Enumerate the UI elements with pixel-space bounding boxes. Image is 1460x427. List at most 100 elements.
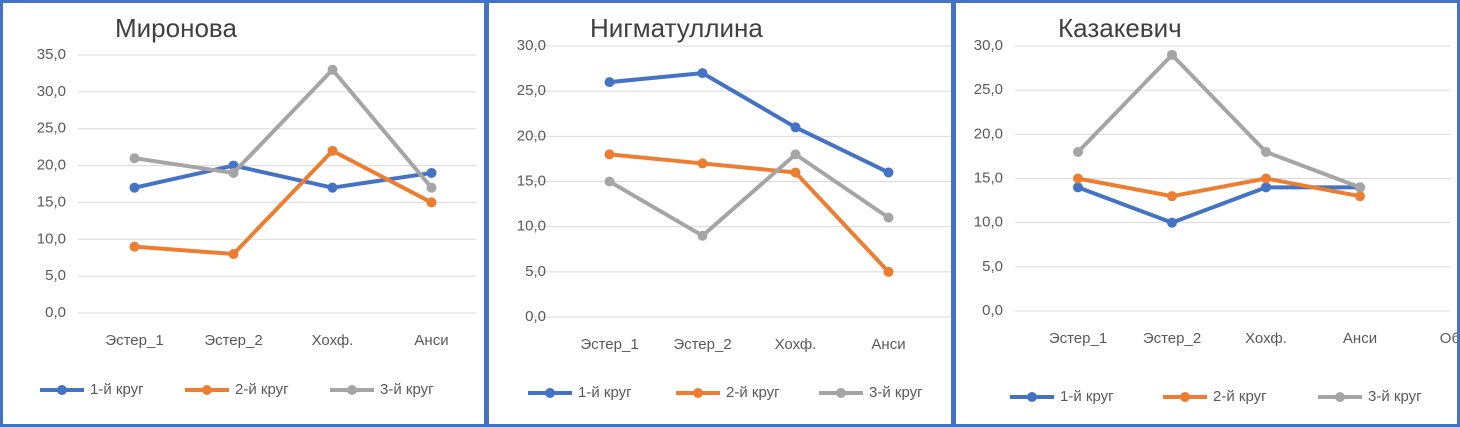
series-line	[609, 71, 890, 175]
point	[1073, 173, 1083, 184]
point	[129, 241, 140, 252]
y-tick-label: 15,0	[37, 193, 66, 210]
y-tick-label: 10,0	[517, 218, 546, 235]
series-line	[134, 163, 432, 190]
y-tick-label: 5,0	[525, 263, 546, 280]
y-tick-label: 30,0	[37, 83, 66, 100]
point	[129, 153, 140, 164]
point	[129, 182, 140, 193]
x-tick-label: Эстер_1	[1049, 330, 1107, 347]
panel-border	[486, 0, 954, 427]
y-tick-label: 30,0	[974, 37, 1003, 54]
legend-marker	[57, 385, 67, 395]
legend-marker	[347, 385, 357, 395]
point	[1261, 147, 1271, 157]
y-tick-label: 0,0	[982, 302, 1003, 319]
y-tick-label: 25,0	[974, 81, 1003, 98]
point	[883, 167, 894, 178]
point	[604, 149, 615, 160]
y-tick-label: 20,0	[974, 125, 1003, 142]
point	[1073, 147, 1083, 157]
point	[604, 77, 615, 88]
x-tick-label: Анси	[871, 336, 905, 353]
y-tick-label: 5,0	[45, 267, 66, 284]
series-line	[609, 152, 890, 274]
x-tick-label: Хохф.	[1245, 330, 1287, 347]
point	[327, 145, 338, 156]
y-tick-label: 35,0	[37, 46, 66, 63]
point	[790, 167, 801, 178]
legend-label: 1-й круг	[1060, 388, 1114, 405]
legend-marker	[836, 388, 846, 398]
point	[228, 249, 239, 260]
point	[1261, 173, 1271, 184]
point	[1355, 191, 1365, 202]
x-tick-label: Эстер_2	[204, 332, 262, 349]
y-tick-label: 20,0	[517, 127, 546, 144]
point	[1261, 182, 1271, 193]
point	[883, 212, 894, 223]
x-tick-label: Эстер_2	[673, 336, 731, 353]
point	[883, 266, 894, 277]
point	[1355, 182, 1365, 193]
y-tick-label: 30,0	[517, 37, 546, 54]
x-tick-label: Эстер_2	[1143, 330, 1201, 347]
legend-marker	[202, 385, 212, 395]
y-tick-label: 10,0	[974, 214, 1003, 231]
y-tick-label: 25,0	[517, 82, 546, 99]
chart-panel: Миронова 0,0 5,0 10,0 15,0 20,0 25,0 30,0 35,0 Эс…	[0, 0, 487, 427]
x-tick-label: Эстер_1	[580, 336, 638, 353]
legend-marker	[1027, 392, 1037, 402]
point	[697, 158, 708, 169]
legend-label: 3-й круг	[380, 381, 434, 398]
point	[1073, 182, 1083, 193]
legend-label: 2-й круг	[726, 384, 780, 401]
panel-border	[953, 0, 1460, 427]
legend-label: 3-й круг	[1368, 388, 1422, 405]
legend-label: 2-й круг	[1213, 388, 1267, 405]
x-tick-label: Хохф.	[775, 336, 817, 353]
legend-label: 1-й круг	[90, 381, 144, 398]
legend-marker	[545, 388, 555, 398]
point	[697, 68, 708, 79]
legend-label: 3-й круг	[869, 384, 923, 401]
point	[426, 182, 437, 193]
y-tick-label: 20,0	[37, 157, 66, 174]
chart-panel: Нигматуллина 0,0 5,0 10,0 15,0 20,0 25,0 30,0 Эс…	[486, 0, 954, 427]
chart-title: Казакевич	[1058, 13, 1182, 43]
x-tick-label: Анси	[1343, 330, 1377, 347]
series-line	[1077, 176, 1361, 199]
chart-title: Миронова	[115, 13, 237, 43]
series-line	[608, 152, 890, 238]
y-tick-label: 0,0	[45, 304, 66, 321]
point	[604, 176, 615, 187]
point	[1167, 191, 1177, 202]
legend-marker	[1180, 392, 1190, 402]
x-tick-label: Анси	[414, 332, 448, 349]
y-tick-label: 25,0	[37, 120, 66, 137]
y-tick-label: 15,0	[517, 172, 546, 189]
chart-panel: Казакевич 0,0 5,0 10,0 15,0 20,0 25,0 30,0 Эстер…	[953, 0, 1460, 427]
point	[228, 167, 239, 178]
x-tick-label: Эстер_1	[105, 332, 163, 349]
point	[327, 64, 338, 75]
legend-marker	[693, 388, 703, 398]
point	[1167, 217, 1177, 228]
legend-label: 1-й круг	[578, 384, 632, 401]
series-line	[134, 67, 434, 189]
point	[426, 167, 437, 178]
chart-title: Нигматуллина	[590, 13, 763, 43]
x-tick-label: Обе	[1440, 330, 1460, 347]
series-line	[1076, 52, 1361, 190]
point	[790, 122, 801, 133]
y-tick-label: 10,0	[37, 230, 66, 247]
point	[790, 149, 801, 160]
legend-label: 2-й круг	[235, 381, 289, 398]
point	[1167, 49, 1177, 60]
y-tick-label: 0,0	[525, 308, 546, 325]
y-tick-label: 5,0	[982, 258, 1003, 275]
legend-marker	[1335, 392, 1345, 402]
point	[697, 230, 708, 241]
panel-border	[0, 0, 487, 427]
